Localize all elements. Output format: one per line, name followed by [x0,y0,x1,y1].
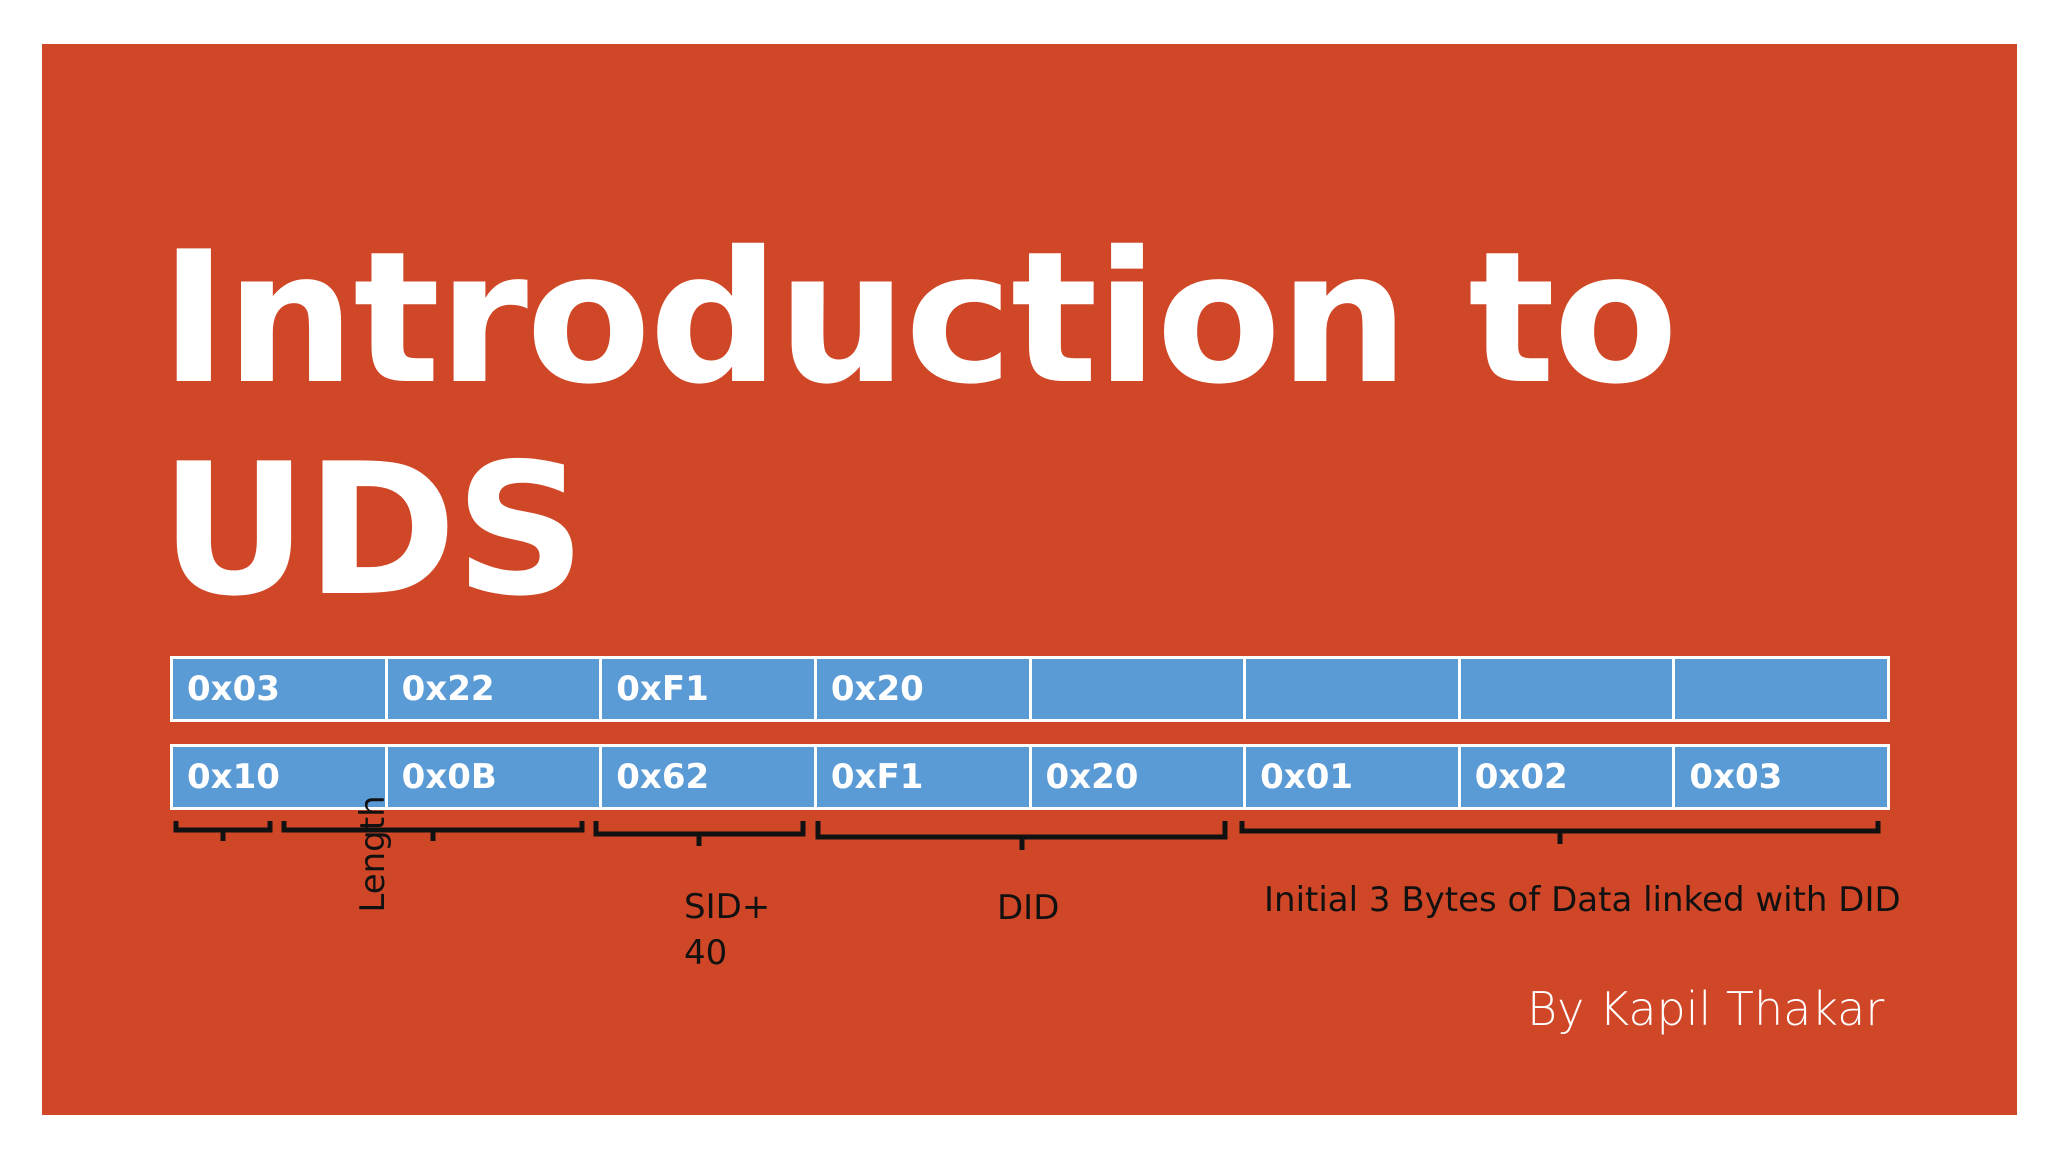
request-byte-cell: 0x22 [388,659,603,719]
request-byte-cell [1246,659,1461,719]
request-byte-cell: 0x20 [817,659,1032,719]
request-byte-row: 0x03 0x22 0xF1 0x20 [170,656,1890,722]
bracket-length [281,821,585,841]
response-byte-cell: 0x62 [602,747,817,807]
response-byte-cell: 0xF1 [817,747,1032,807]
request-byte-cell: 0x03 [173,659,388,719]
sid-label: SID+ 40 [684,887,771,973]
bracket-pci [173,821,273,841]
response-byte-cell: 0x02 [1461,747,1676,807]
response-byte-cell: 0x01 [1246,747,1461,807]
response-byte-cell: 0x03 [1689,757,1783,797]
length-label: Length [353,795,393,913]
request-byte-cell [1461,659,1676,719]
bracket-did [815,821,1228,850]
title-line-2: UDS [160,424,586,636]
slide: Introduction to UDS 0x03 0x22 0xF1 0x20 … [42,44,2017,1115]
bracket-data [1239,821,1881,844]
response-byte-cell: 0x0B [388,747,603,807]
author-credit: By Kapil Thakar [1527,982,1885,1036]
title-line-1: Introduction to [160,212,1678,424]
request-byte-cell: 0xF1 [602,659,817,719]
request-byte-cell [1675,659,1887,719]
data-label: Initial 3 Bytes of Data linked with DID [1264,880,1901,920]
response-byte-cell: 0x20 [1032,747,1247,807]
request-byte-cell [1032,659,1247,719]
response-byte-cell: 0x10 [173,747,388,807]
response-byte-row: 0x10 0x0B 0x62 0xF1 0x20 0x01 0x02 0x03 [170,744,1890,810]
did-label: DID [997,888,1060,928]
bracket-sid [593,821,806,846]
